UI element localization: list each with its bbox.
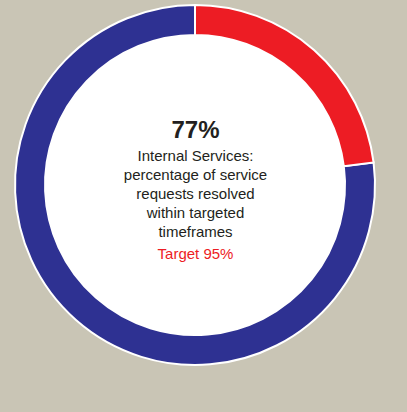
svg-text:Target 95%: Target 95% xyxy=(158,245,234,262)
svg-text:Internal Services:: Internal Services: xyxy=(138,147,254,164)
svg-text:requests resolved: requests resolved xyxy=(136,185,254,202)
svg-text:77%: 77% xyxy=(171,116,219,143)
svg-text:percentage of service: percentage of service xyxy=(124,166,267,183)
svg-text:within targeted: within targeted xyxy=(146,204,245,221)
svg-text:timeframes: timeframes xyxy=(158,223,232,240)
